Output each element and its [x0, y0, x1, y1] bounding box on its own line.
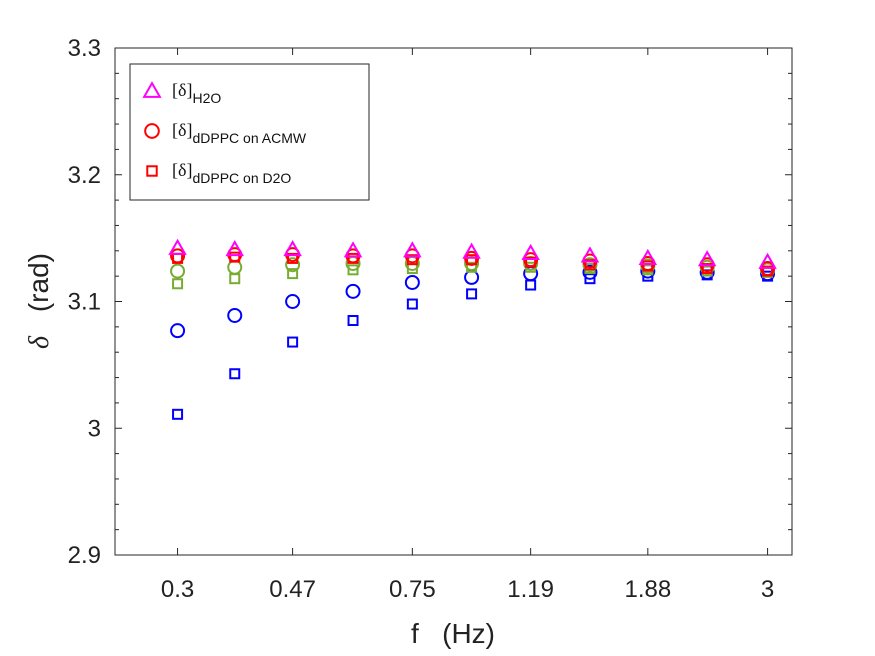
legend-entry: [δ]dDPPC on D2O [146, 160, 291, 186]
data-point [170, 263, 186, 279]
legend: [δ]H2O [δ]dDPPC on ACMW [δ]dDPPC on D2O [129, 63, 370, 201]
y-axis-unit: (rad) [23, 253, 54, 312]
data-point [168, 238, 187, 255]
data-point [347, 315, 359, 327]
x-tick-label: 1.19 [507, 576, 554, 603]
legend-marker [142, 81, 162, 98]
x-axis-label: f (Hz) [411, 618, 495, 649]
x-tick-label: 0.75 [389, 576, 436, 603]
data-point [343, 241, 363, 258]
data-point [582, 264, 598, 280]
plot-frame [114, 47, 793, 556]
legend-marker [144, 123, 160, 139]
x-tick-label: 3 [761, 576, 774, 603]
data-point [347, 264, 359, 276]
data-point [758, 252, 777, 269]
data-point [229, 368, 241, 380]
data-point [462, 242, 481, 259]
data-point [285, 257, 301, 273]
svg-text:δ (rad): δ (rad) [23, 253, 55, 349]
legend-label: [δ]H2O [172, 80, 221, 106]
data-point [283, 240, 302, 257]
y-tick-label: 3.3 [68, 35, 101, 62]
x-tick-label: 1.88 [624, 576, 671, 603]
x-tick-label: 0.47 [269, 576, 316, 603]
data-point [227, 307, 243, 323]
data-point [287, 268, 299, 280]
x-tick-label: 0.3 [161, 576, 194, 603]
data-point [287, 336, 299, 348]
data-point [582, 257, 598, 273]
data-point [584, 273, 596, 285]
data-point [580, 246, 600, 263]
data-point [404, 274, 420, 290]
y-tick-label: 3 [88, 415, 101, 442]
data-point [285, 294, 301, 309]
tick-labels-layer: 0.3 0.47 0.75 1.19 1.88 3 2.9 3 3.1 3.2 3.3 [68, 35, 775, 603]
y-tick-label: 3.1 [68, 289, 101, 316]
legend-box [129, 63, 370, 201]
data-point [170, 248, 186, 264]
data-point [406, 298, 418, 310]
data-point [403, 241, 422, 258]
legend-entry: [δ]dDPPC on ACMW [144, 120, 307, 146]
data-point [225, 240, 244, 257]
data-point [697, 250, 717, 267]
y-tick-label: 2.9 [68, 542, 101, 569]
data-point [345, 283, 361, 299]
y-tick-label: 3.2 [68, 162, 101, 189]
legend-label: [δ]dDPPC on D2O [172, 160, 291, 186]
data-point [521, 243, 540, 260]
data-point [172, 408, 184, 420]
y-axis-label: δ (rad) [23, 253, 55, 349]
data-point [172, 278, 184, 290]
legend-marker [146, 165, 158, 177]
data-point [638, 248, 658, 266]
series-h2o [168, 238, 777, 269]
legend-entry: [δ]H2O [142, 80, 221, 106]
legend-label: [δ]dDPPC on ACMW [172, 120, 307, 146]
data-point [466, 288, 478, 300]
y-axis-symbol: δ [24, 335, 55, 349]
marks-layer [168, 238, 777, 420]
data-point [170, 323, 186, 339]
